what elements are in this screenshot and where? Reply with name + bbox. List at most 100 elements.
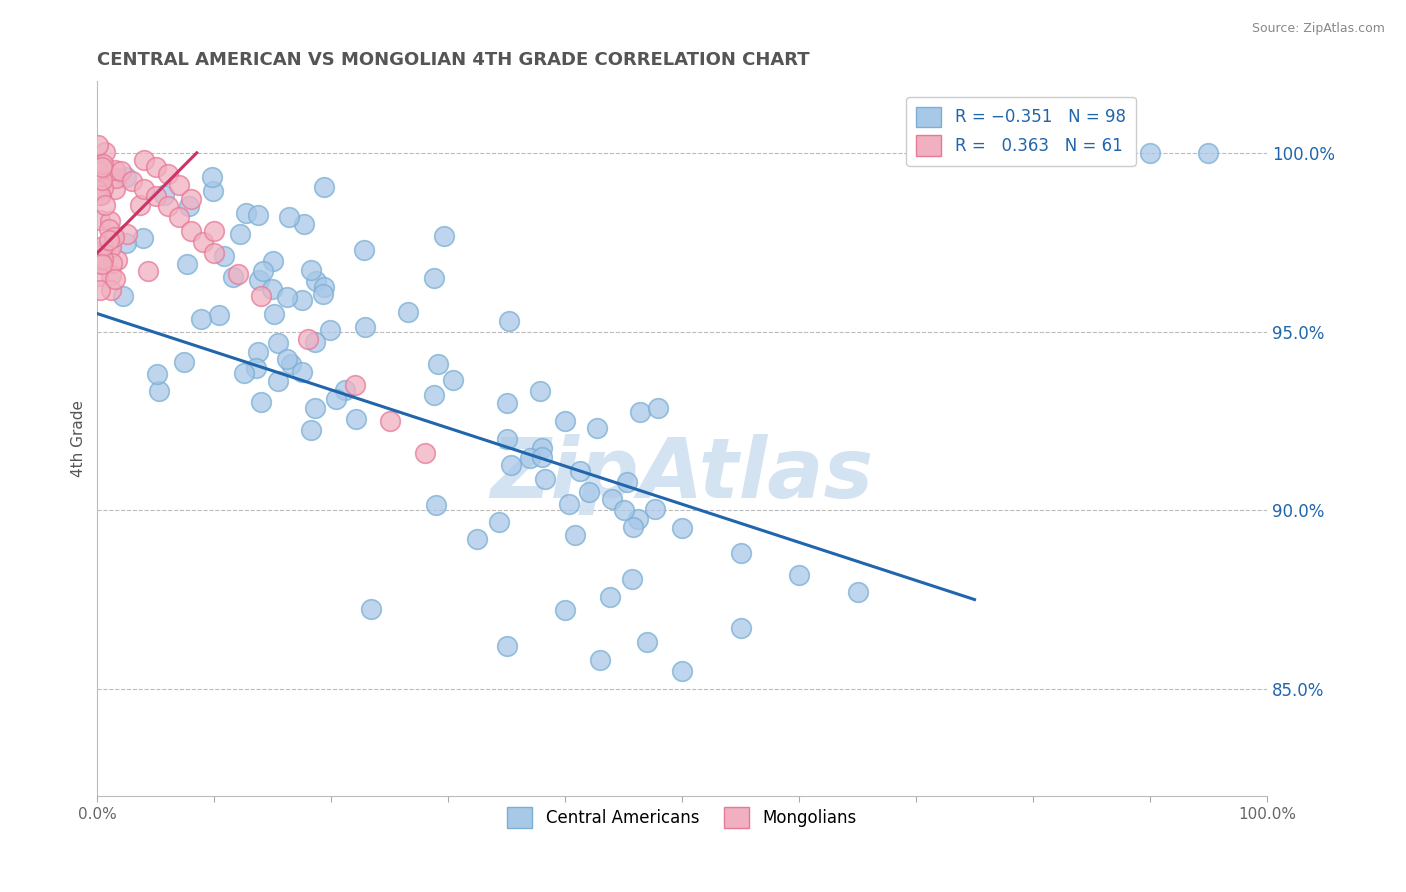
Point (297, 332, 319, 346)
Point (134, 181, 156, 195)
Point (90, 188, 112, 202)
Point (121, 174, 143, 188)
Point (235, 206, 257, 220)
Point (91, 252, 114, 266)
Point (730, 621, 752, 635)
Point (534, 472, 557, 486)
Point (292, 218, 315, 232)
Point (1197, 145, 1219, 160)
Point (589, 653, 612, 667)
Point (91, 157, 114, 171)
Point (136, 264, 159, 278)
Point (343, 378, 366, 392)
Point (262, 254, 284, 268)
Point (202, 185, 225, 199)
Y-axis label: 4th Grade: 4th Grade (72, 401, 86, 477)
Point (103, 272, 125, 286)
Point (569, 464, 592, 478)
Point (148, 384, 170, 398)
Point (299, 262, 322, 277)
Point (250, 394, 273, 409)
Point (229, 227, 252, 241)
Point (90, 257, 112, 271)
Point (180, 192, 202, 206)
Text: ZipAtlas: ZipAtlas (491, 434, 873, 515)
Point (247, 345, 270, 359)
Point (115, 227, 138, 242)
Point (291, 365, 314, 379)
Point (333, 383, 356, 397)
Point (378, 414, 401, 428)
Point (267, 335, 290, 350)
Point (202, 246, 225, 260)
Point (91, 239, 114, 253)
Point (247, 272, 270, 286)
Point (621, 520, 644, 534)
Point (578, 485, 600, 500)
Point (86, 245, 108, 260)
Text: Source: ZipAtlas.com: Source: ZipAtlas.com (1251, 22, 1385, 36)
Point (495, 432, 517, 446)
Point (554, 414, 576, 428)
Point (425, 498, 447, 512)
Point (498, 313, 520, 327)
Point (554, 603, 576, 617)
Point (98, 214, 121, 228)
Point (190, 311, 212, 326)
Point (89, 252, 111, 266)
Point (276, 290, 298, 304)
Point (107, 253, 129, 268)
Point (134, 153, 156, 167)
Point (427, 357, 450, 371)
Point (100, 240, 122, 254)
Point (89, 188, 111, 202)
Point (250, 289, 273, 303)
Point (167, 178, 190, 192)
Point (89, 213, 111, 227)
Point (276, 352, 298, 367)
Point (529, 384, 551, 399)
Point (176, 257, 198, 271)
Point (87, 248, 110, 262)
Point (1139, 145, 1161, 160)
Point (263, 307, 285, 321)
Point (344, 412, 367, 426)
Point (128, 198, 150, 212)
Point (94, 145, 117, 160)
Point (353, 244, 375, 258)
Point (396, 305, 419, 319)
Point (325, 392, 347, 406)
Point (87, 165, 110, 179)
Point (208, 309, 231, 323)
Point (600, 491, 623, 506)
Point (613, 503, 636, 517)
Point (787, 567, 810, 582)
Point (312, 180, 335, 194)
Point (91, 181, 114, 195)
Point (564, 528, 586, 542)
Point (557, 498, 579, 512)
Point (465, 532, 488, 546)
Point (267, 374, 290, 388)
Point (319, 323, 342, 337)
Point (173, 354, 195, 368)
Point (87, 182, 110, 196)
Point (671, 521, 693, 535)
Legend: Central Americans, Mongolians: Central Americans, Mongolians (501, 800, 863, 834)
Point (413, 446, 436, 460)
Point (87, 253, 110, 268)
Point (616, 475, 638, 489)
Point (101, 256, 124, 270)
Point (519, 450, 541, 465)
Point (90, 173, 112, 187)
Point (441, 373, 464, 387)
Point (156, 167, 179, 181)
Point (145, 188, 167, 202)
Point (115, 236, 138, 251)
Point (530, 450, 553, 464)
Point (145, 367, 167, 381)
Point (201, 169, 224, 184)
Point (628, 405, 651, 419)
Point (312, 287, 335, 301)
Point (115, 169, 138, 184)
